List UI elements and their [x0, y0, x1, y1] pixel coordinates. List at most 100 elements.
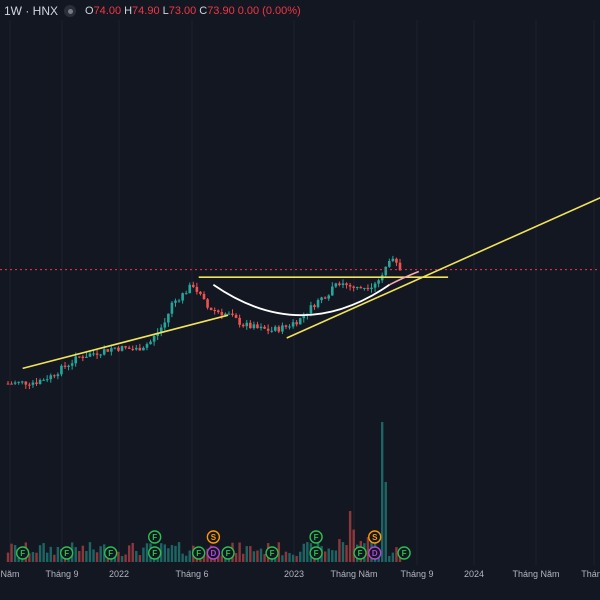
volume-bar	[327, 548, 330, 562]
volume-bar	[384, 482, 387, 562]
svg-text:F: F	[314, 533, 319, 542]
candle-body	[49, 375, 53, 380]
x-tick-label: Tháng Năm	[512, 569, 559, 579]
candle-body	[174, 300, 177, 303]
candle-body	[167, 313, 170, 323]
candle-body	[177, 300, 181, 302]
candle-body	[355, 287, 359, 289]
candle-body	[45, 379, 49, 381]
volume-bar	[131, 542, 134, 562]
candle-body	[31, 382, 35, 385]
volume-bar	[120, 555, 124, 562]
candle-body	[206, 299, 209, 308]
candle-body	[277, 326, 281, 332]
volume-bar	[295, 555, 298, 562]
volume-bar	[284, 551, 288, 562]
x-tick-label: Năm	[0, 569, 19, 579]
volume-bar	[174, 545, 177, 562]
candle-body	[145, 344, 149, 348]
candle-body	[216, 310, 220, 313]
candle-body	[117, 347, 120, 351]
volume-bar	[92, 549, 95, 562]
volume-bar	[135, 550, 138, 562]
candle-body	[188, 284, 192, 294]
cup-handle[interactable]	[389, 270, 420, 286]
candle-body	[359, 287, 363, 289]
candle-body	[295, 322, 298, 325]
candle-body	[377, 280, 380, 284]
candle-body	[67, 365, 70, 367]
candle-body	[20, 381, 24, 383]
volume-bar	[341, 542, 345, 562]
volume-bar	[288, 552, 291, 562]
candle-body	[309, 305, 313, 314]
candle-body	[28, 384, 31, 386]
event-marker-d[interactable]: D	[368, 546, 382, 560]
candle-body	[281, 325, 284, 332]
candle-body	[195, 286, 199, 292]
cup-curve[interactable]	[212, 284, 390, 316]
candle-body	[266, 328, 270, 331]
volume-bar	[388, 555, 391, 562]
open-label: O	[85, 5, 94, 17]
trendlines[interactable]	[22, 194, 600, 370]
candle-body	[395, 258, 398, 263]
candle-body	[156, 332, 159, 336]
event-marker-f[interactable]: F	[147, 546, 162, 560]
volume-bar	[142, 547, 145, 562]
svg-text:D: D	[210, 549, 216, 558]
event-marker-d[interactable]: D	[206, 546, 221, 560]
volume-bar	[88, 542, 92, 562]
trendline-support-2[interactable]	[286, 194, 600, 339]
event-marker-f[interactable]: F	[15, 546, 30, 560]
event-marker-s[interactable]: S	[206, 530, 221, 544]
volume-bar	[188, 550, 191, 562]
volume-bar	[53, 554, 56, 562]
candle-body	[99, 354, 102, 356]
event-marker-f[interactable]: F	[192, 546, 206, 560]
event-marker-f[interactable]: F	[309, 546, 323, 560]
volume-bar	[277, 542, 281, 562]
volume-bar	[202, 553, 206, 562]
candle-body	[259, 326, 263, 329]
event-marker-f[interactable]: F	[353, 546, 367, 560]
volume-bar	[95, 552, 99, 562]
candle-body	[323, 297, 327, 299]
volume-bar	[259, 548, 263, 562]
candle-body	[363, 287, 366, 289]
candle-body	[234, 314, 238, 318]
event-marker-f[interactable]: F	[265, 546, 279, 560]
volume-bar	[35, 552, 38, 562]
volume-bar	[238, 542, 241, 562]
x-tick-label: Tháng	[581, 569, 600, 579]
svg-text:F: F	[226, 549, 231, 558]
volume-bar	[249, 546, 252, 562]
volume-bar	[38, 545, 42, 562]
event-marker-f[interactable]: F	[103, 546, 118, 560]
candle-body	[159, 327, 163, 333]
event-marker-f[interactable]: F	[221, 546, 235, 560]
symbol-label[interactable]: 1W · HNX	[4, 4, 58, 18]
volume-bar	[167, 548, 170, 562]
event-markers[interactable]: F F FFF FSD F FFF FSD F	[15, 530, 411, 560]
volume-bar	[331, 550, 334, 562]
event-marker-f[interactable]: F	[309, 530, 323, 544]
volume-bar	[145, 543, 149, 562]
event-marker-f[interactable]: F	[397, 546, 411, 560]
candle-body	[288, 326, 291, 328]
eye-icon[interactable]	[64, 5, 76, 17]
candle-body	[298, 318, 302, 325]
candle-body	[313, 305, 316, 308]
svg-text:F: F	[402, 549, 407, 558]
trendline-support-1[interactable]	[22, 314, 229, 370]
event-marker-f[interactable]: F	[147, 530, 162, 544]
event-marker-s[interactable]: S	[368, 530, 382, 544]
svg-text:F: F	[358, 549, 363, 558]
event-marker-f[interactable]: F	[59, 546, 74, 560]
volume-bar	[181, 553, 184, 562]
grid-lines	[9, 20, 595, 565]
candle-body	[224, 313, 227, 316]
volume-bar	[252, 551, 256, 562]
